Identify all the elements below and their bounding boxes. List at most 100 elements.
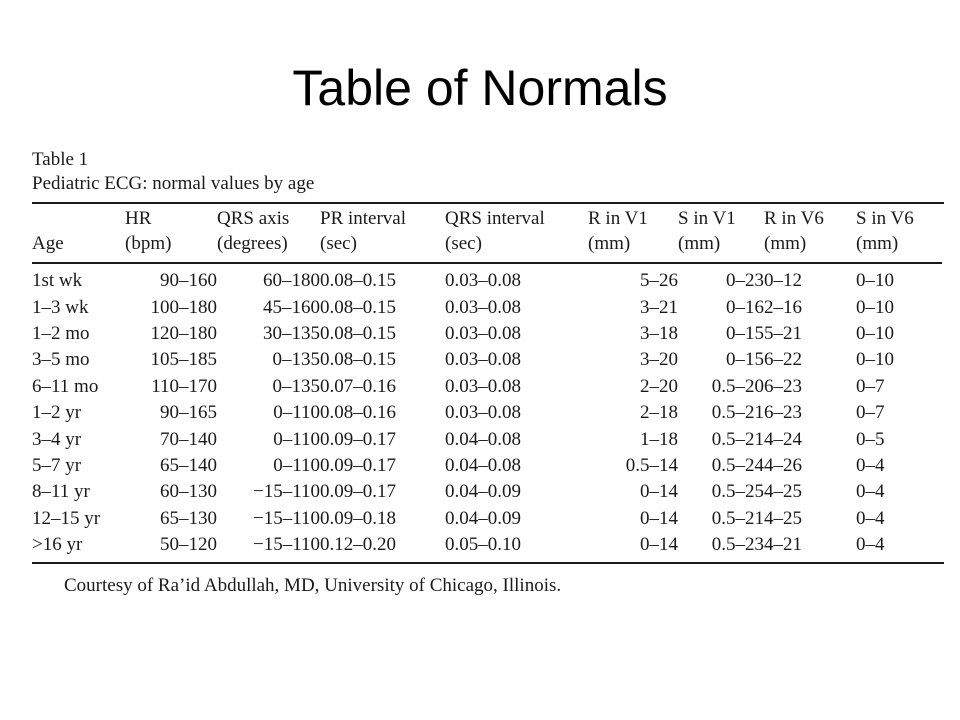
cell-s-in-v6: 0–7: [856, 375, 885, 397]
column-header-qrs-axis: QRS axis (degrees): [217, 204, 320, 264]
table-row: 1–2 yr 90–165 0–110 0.08–0.16 0.03–0.08 2–18 0…: [32, 400, 942, 426]
cell-age: 1–2 yr: [32, 402, 82, 424]
cell-r-in-v6: 4–21: [764, 534, 802, 556]
cell-r-in-v6: 5–21: [764, 322, 802, 344]
cell-s-in-v6: 0–4: [856, 507, 885, 529]
cell-qrs-interval: 0.04–0.09: [445, 507, 521, 529]
cell-age: 8–11 yr: [32, 481, 90, 503]
column-header-hr: HR (bpm): [125, 204, 217, 264]
table-row: >16 yr 50–120 −15–110 0.12–0.20 0.05–0.10 0–1…: [32, 532, 942, 558]
slide-title: Table of Normals: [292, 60, 668, 116]
cell-r-in-v1: 3–20: [640, 349, 678, 371]
cell-age: 3–4 yr: [32, 428, 82, 450]
table-top-rule: [32, 202, 944, 204]
cell-pr-interval: 0.08–0.15: [320, 296, 396, 318]
cell-hr: 110–170: [151, 375, 217, 397]
cell-s-in-v6: 0–7: [856, 402, 885, 424]
cell-s-in-v6: 0–10: [856, 322, 894, 344]
table-figure: Table 1 Pediatric ECG: normal values by …: [32, 148, 944, 598]
table-row: 5–7 yr 65–140 0–110 0.09–0.17 0.04–0.08 0.5–1…: [32, 453, 942, 479]
cell-r-in-v1: 3–21: [640, 296, 678, 318]
table-footnote: Courtesy of Ra’id Abdullah, MD, Universi…: [64, 575, 562, 597]
cell-hr: 65–130: [160, 507, 217, 529]
cell-pr-interval: 0.09–0.17: [320, 454, 396, 476]
table-body: 1st wk 90–160 60–180 0.08–0.15 0.03–0.08 5–26…: [32, 263, 942, 558]
cell-pr-interval: 0.08–0.15: [320, 349, 396, 371]
cell-pr-interval: 0.12–0.20: [320, 534, 396, 556]
cell-r-in-v6: 4–26: [764, 454, 802, 476]
cell-r-in-v1: 3–18: [640, 322, 678, 344]
cell-s-in-v6: 0–10: [856, 296, 894, 318]
cell-r-in-v1: 1–18: [640, 428, 678, 450]
cell-qrs-axis: 0–135: [272, 375, 321, 397]
cell-qrs-axis: 0–110: [273, 428, 320, 450]
cell-r-in-v6: 6–23: [764, 402, 802, 424]
cell-pr-interval: 0.08–0.15: [320, 270, 396, 292]
cell-qrs-axis: 45–160: [263, 296, 320, 318]
ecg-normals-table: Age HR (bpm) QRS axis (degrees) PR interva…: [32, 204, 942, 558]
cell-qrs-interval: 0.04–0.08: [445, 454, 521, 476]
table-bottom-rule: [32, 562, 944, 565]
cell-age: >16 yr: [32, 534, 83, 556]
cell-r-in-v1: 2–18: [640, 402, 678, 424]
cell-r-in-v6: 6–22: [764, 349, 802, 371]
column-header-s-in-v1: S in V1 (mm): [678, 204, 764, 264]
column-header-pr-interval: PR interval (sec): [320, 204, 445, 264]
cell-qrs-interval: 0.03–0.08: [445, 270, 521, 292]
cell-r-in-v1: 0–14: [640, 534, 678, 556]
cell-pr-interval: 0.09–0.18: [320, 507, 396, 529]
cell-r-in-v1: 0.5–14: [625, 454, 678, 476]
cell-age: 3–5 mo: [32, 349, 90, 371]
cell-r-in-v6: 4–25: [764, 507, 802, 529]
cell-r-in-v1: 0–14: [640, 481, 678, 503]
cell-qrs-axis: 0–110: [273, 402, 320, 424]
cell-s-in-v6: 0–10: [856, 270, 894, 292]
cell-age: 1st wk: [32, 270, 83, 292]
table-row: 3–4 yr 70–140 0–110 0.09–0.17 0.04–0.08 1–18 0…: [32, 426, 942, 452]
cell-r-in-v6: 4–24: [764, 428, 802, 450]
cell-s-in-v6: 0–4: [856, 481, 885, 503]
column-header-r-in-v6: R in V6 (mm): [764, 204, 856, 264]
cell-hr: 120–180: [150, 322, 218, 344]
table-caption: Pediatric ECG: normal values by age: [32, 173, 315, 194]
cell-pr-interval: 0.09–0.17: [320, 481, 396, 503]
cell-qrs-axis: 0–110: [273, 454, 320, 476]
cell-pr-interval: 0.07–0.16: [320, 375, 396, 397]
cell-pr-interval: 0.09–0.17: [320, 428, 396, 450]
cell-s-in-v1: 0–16: [726, 296, 764, 318]
column-header-s-in-v6: S in V6 (mm): [856, 204, 942, 264]
cell-s-in-v1: 0–15: [726, 349, 764, 371]
table-row: 8–11 yr 60–130 −15–110 0.09–0.17 0.04–0.09 0–…: [32, 479, 942, 505]
cell-qrs-interval: 0.03–0.08: [445, 296, 521, 318]
cell-r-in-v6: 6–23: [764, 375, 802, 397]
table-row: 1st wk 90–160 60–180 0.08–0.15 0.03–0.08 5–26…: [32, 263, 942, 294]
cell-hr: 65–140: [160, 454, 217, 476]
cell-age: 5–7 yr: [32, 454, 82, 476]
table-row: 1–3 wk 100–180 45–160 0.08–0.15 0.03–0.08 3–2…: [32, 294, 942, 320]
cell-s-in-v6: 0–5: [856, 428, 885, 450]
cell-qrs-axis: −15–110: [252, 481, 320, 503]
cell-s-in-v6: 0–10: [856, 349, 894, 371]
column-header-r-in-v1: R in V1 (mm): [588, 204, 678, 264]
cell-hr: 70–140: [160, 428, 217, 450]
cell-r-in-v6: 4–25: [764, 481, 802, 503]
cell-s-in-v1: 0.5–25: [711, 481, 764, 503]
cell-r-in-v6: 2–16: [764, 296, 802, 318]
cell-s-in-v6: 0–4: [856, 454, 885, 476]
cell-pr-interval: 0.08–0.16: [320, 402, 396, 424]
cell-s-in-v1: 0.5–21: [711, 402, 764, 424]
cell-age: 1–2 mo: [32, 322, 90, 344]
cell-r-in-v1: 5–26: [640, 270, 678, 292]
column-header-qrs-interval: QRS interval (sec): [445, 204, 588, 264]
table-row: 6–11 mo 110–170 0–135 0.07–0.16 0.03–0.08 2–2…: [32, 374, 942, 400]
column-header-age: Age: [32, 204, 125, 264]
cell-r-in-v1: 2–20: [640, 375, 678, 397]
cell-qrs-interval: 0.03–0.08: [445, 349, 521, 371]
cell-qrs-interval: 0.04–0.09: [445, 481, 521, 503]
cell-qrs-axis: 30–135: [263, 322, 320, 344]
cell-s-in-v1: 0–15: [726, 322, 764, 344]
cell-hr: 50–120: [160, 534, 217, 556]
table-header-row: Age HR (bpm) QRS axis (degrees) PR interva…: [32, 204, 942, 264]
cell-age: 12–15 yr: [32, 507, 101, 529]
cell-s-in-v1: 0–23: [726, 270, 764, 292]
